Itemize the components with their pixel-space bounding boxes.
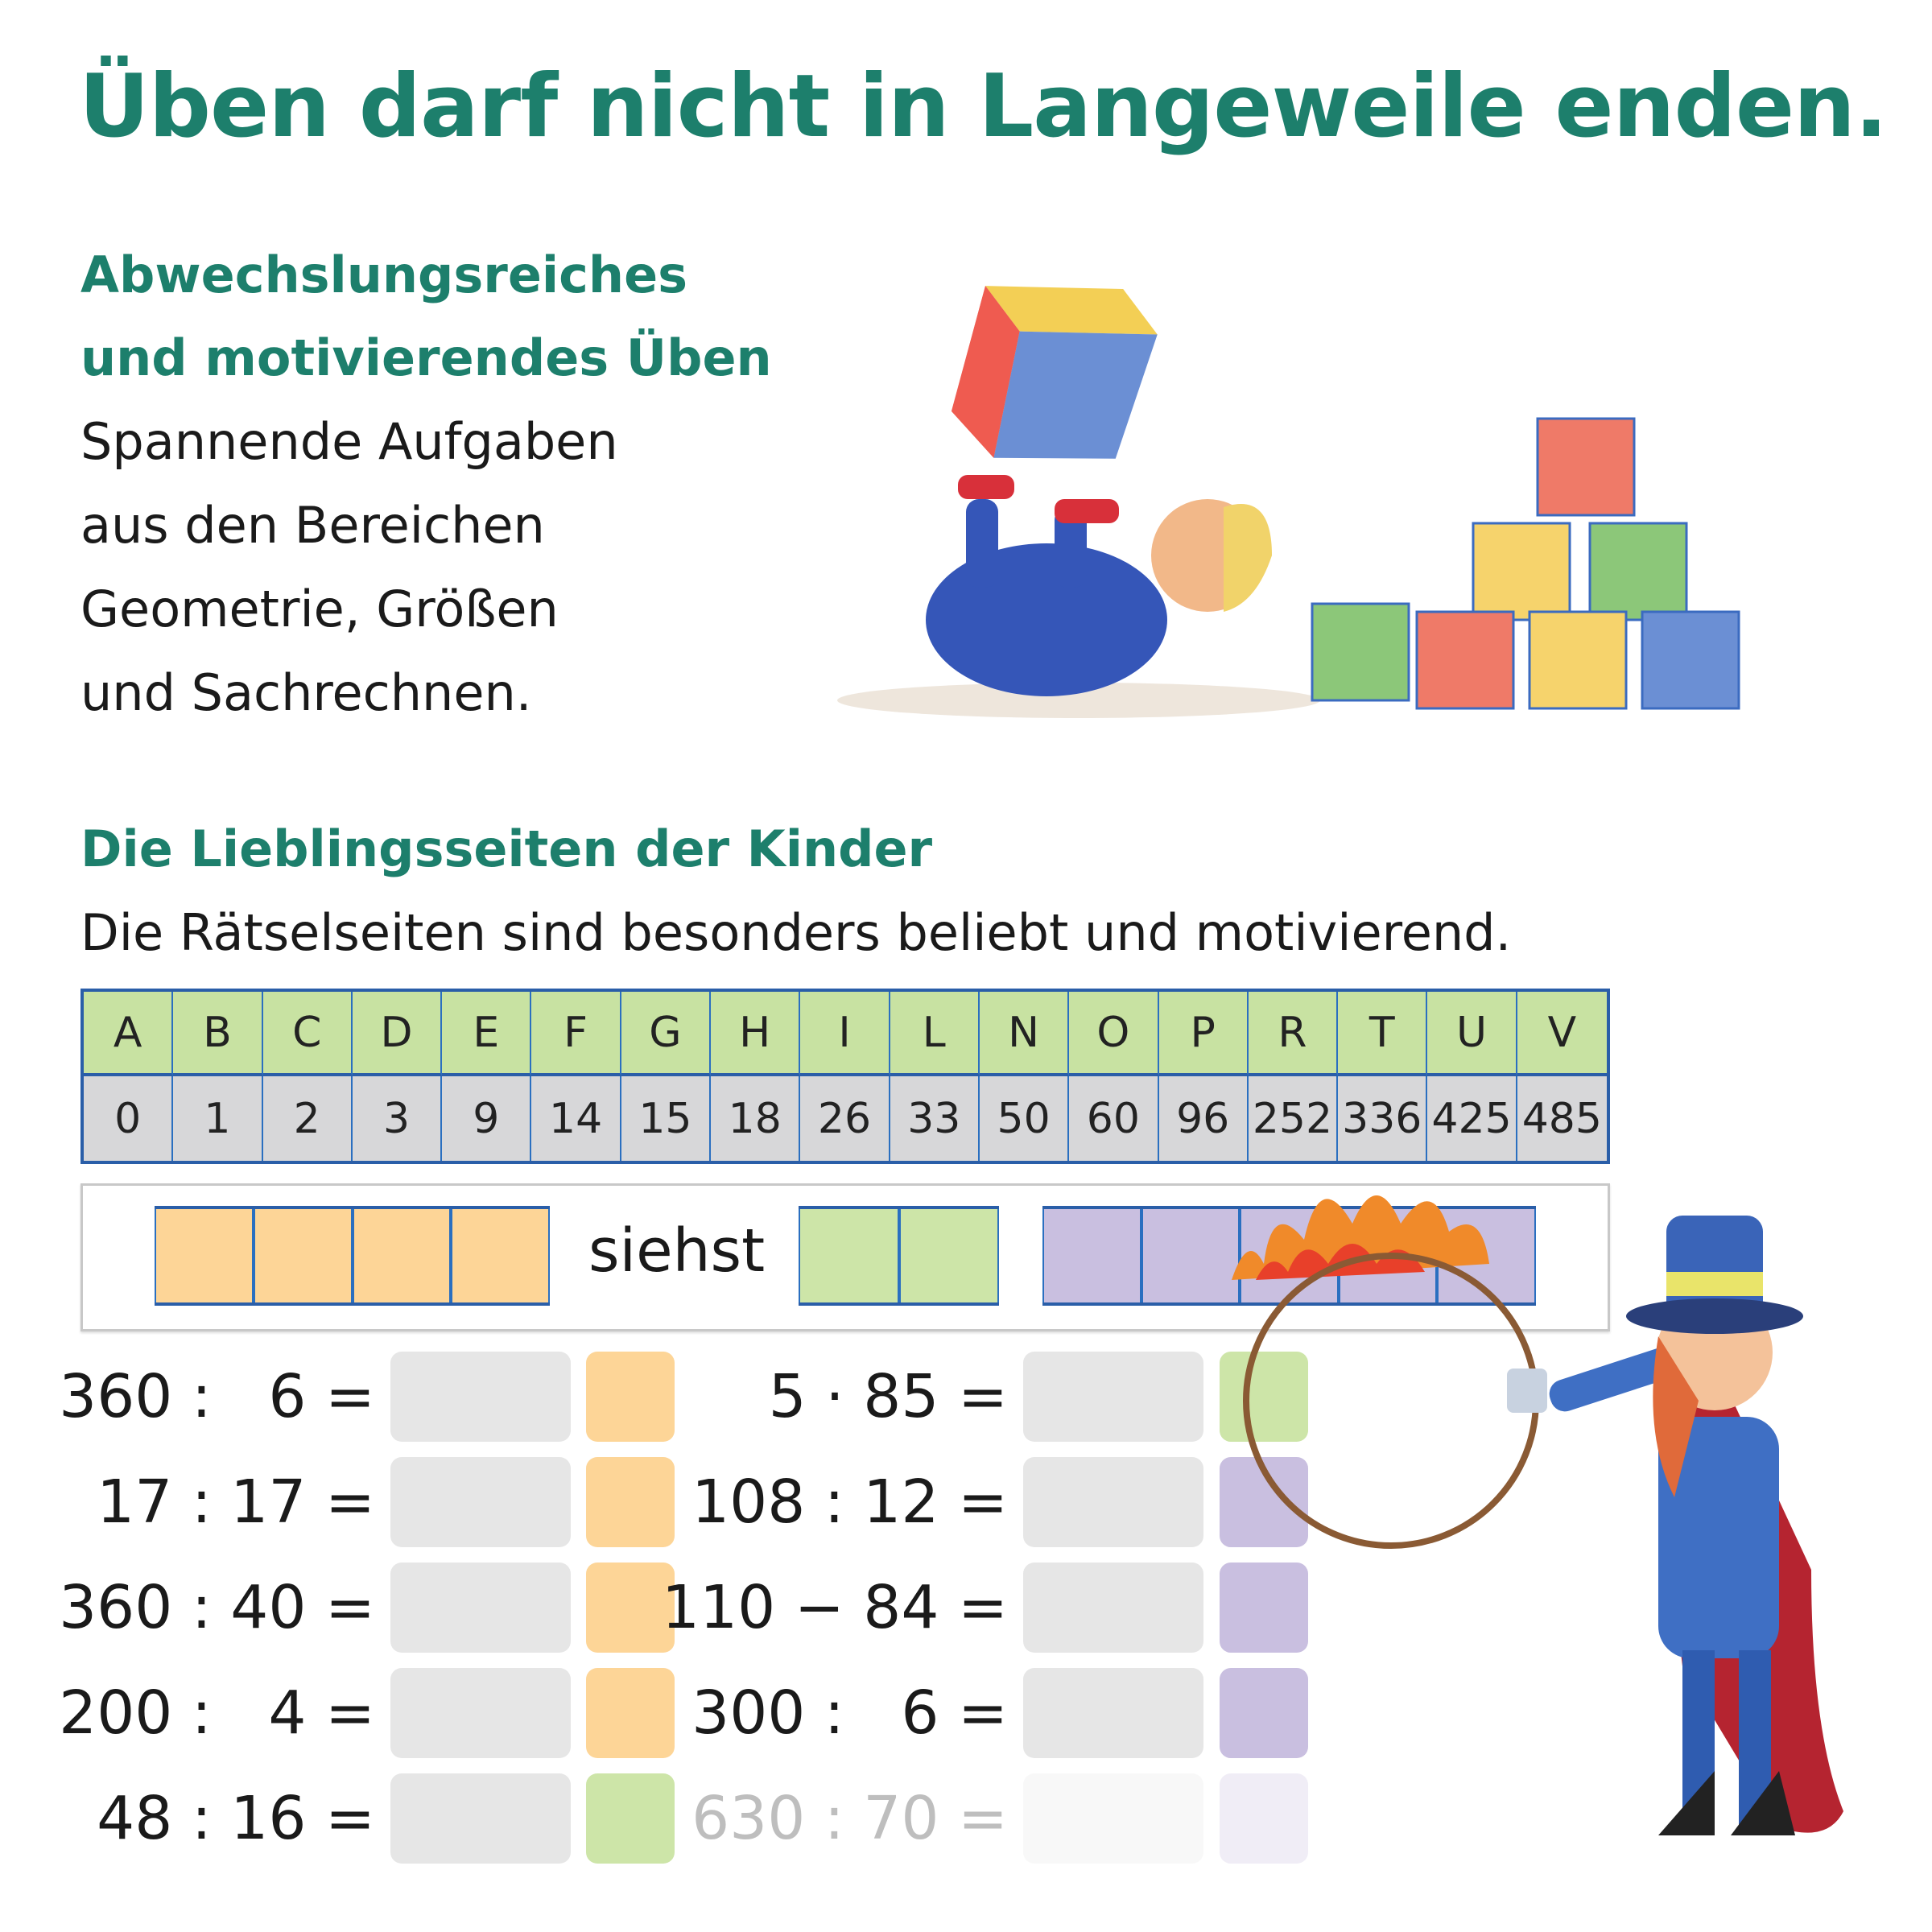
child (926, 475, 1272, 696)
equation-text: 17 : 17 = (97, 1468, 375, 1537)
code-letter-cell: U (1427, 992, 1517, 1076)
code-number-cell: 2 (262, 1076, 353, 1161)
code-letter-cell: C (262, 992, 353, 1076)
code-number-cell: 15 (621, 1076, 712, 1161)
letter-field-purple[interactable] (1220, 1563, 1308, 1653)
letter-field-orange[interactable] (586, 1563, 675, 1653)
puzzle-word: siehst (588, 1216, 766, 1286)
code-letter-cell: G (621, 992, 712, 1076)
word-puzzle-box: siehst (80, 1183, 1610, 1331)
section2-heading: Die Lieblingsseiten der Kinder (80, 819, 933, 878)
code-table: A B C D E F G H I L N O P R T U V 0 1 2 3 9 14 15 18 26 33 50 60 96 25… (80, 989, 1610, 1164)
code-number-cell: 1 (173, 1076, 263, 1161)
code-letter-cell: R (1248, 992, 1339, 1076)
answer-field[interactable] (1023, 1773, 1203, 1864)
answer-field[interactable] (390, 1352, 571, 1442)
block-pyramid (1311, 417, 1740, 710)
answer-field[interactable] (1023, 1563, 1203, 1653)
code-number-cell: 96 (1158, 1076, 1249, 1161)
letter-field-orange[interactable] (586, 1352, 675, 1442)
code-number-cell: 252 (1248, 1076, 1339, 1161)
code-number-cell: 485 (1517, 1076, 1607, 1161)
code-number-cell: 33 (890, 1076, 980, 1161)
section1-heading-line2: und motivierendes Üben (80, 328, 772, 387)
equation-text: 200 : 4 = (59, 1678, 375, 1748)
code-number-cell: 26 (800, 1076, 890, 1161)
falling-cube (951, 286, 1158, 459)
code-letter-cell: H (711, 992, 801, 1076)
letter-field-orange[interactable] (586, 1457, 675, 1547)
equation-text: 630 : 70 = (691, 1784, 1008, 1853)
answer-field[interactable] (390, 1563, 571, 1653)
equation-text: 110 − 84 = (662, 1573, 1008, 1642)
answer-field[interactable] (390, 1668, 571, 1758)
code-letter-cell: P (1158, 992, 1249, 1076)
section2-body: Die Rätselseiten sind besonders beliebt … (80, 903, 1512, 962)
section1-body-line2: aus den Bereichen (80, 496, 545, 555)
child-with-blocks-illustration (837, 286, 1740, 718)
code-number-cell: 18 (711, 1076, 801, 1161)
green-letter-slots (799, 1206, 999, 1306)
answer-field[interactable] (390, 1457, 571, 1547)
code-number-cell: 9 (442, 1076, 532, 1161)
code-letter-cell: O (1069, 992, 1159, 1076)
code-letter-cell: D (352, 992, 443, 1076)
letter-field-orange[interactable] (586, 1668, 675, 1758)
section1-body-line4: und Sachrechnen. (80, 663, 532, 722)
code-letter-cell: F (531, 992, 621, 1076)
letter-field-purple[interactable] (1220, 1668, 1308, 1758)
code-number-cell: 14 (531, 1076, 621, 1161)
letter-field-purple[interactable] (1220, 1773, 1308, 1864)
answer-field[interactable] (1023, 1352, 1203, 1442)
code-letter-cell: E (442, 992, 532, 1076)
code-letter-cell: T (1338, 992, 1428, 1076)
equation-text: 48 : 16 = (97, 1784, 375, 1853)
magician-with-fire-ring-illustration (1232, 1195, 1843, 1835)
answer-field[interactable] (1023, 1457, 1203, 1547)
section1-body-line1: Spannende Aufgaben (80, 412, 618, 471)
code-letter-cell: V (1517, 992, 1607, 1076)
answer-field[interactable] (390, 1773, 571, 1864)
code-letter-cell: L (890, 992, 980, 1076)
code-number-cell: 3 (352, 1076, 443, 1161)
code-letter-cell: A (84, 992, 174, 1076)
code-number-cell: 425 (1427, 1076, 1517, 1161)
section1-body-line3: Geometrie, Größen (80, 580, 559, 638)
equation-text: 360 : 40 = (59, 1573, 375, 1642)
page-title: Üben darf nicht in Langeweile enden. (79, 56, 1888, 157)
answer-field[interactable] (1023, 1668, 1203, 1758)
letter-field-green[interactable] (586, 1773, 675, 1864)
equation-text: 360 : 6 = (59, 1362, 375, 1431)
orange-letter-slots (155, 1206, 550, 1306)
code-number-cell: 60 (1069, 1076, 1159, 1161)
equation-text: 300 : 6 = (691, 1678, 1008, 1748)
equation-text: 5 · 85 = (768, 1362, 1008, 1431)
code-number-cell: 0 (84, 1076, 174, 1161)
code-number-cell: 50 (979, 1076, 1070, 1161)
letter-field-green[interactable] (1220, 1352, 1308, 1442)
equation-text: 108 : 12 = (691, 1468, 1008, 1537)
section1-heading-line1: Abwechslungsreiches (80, 246, 688, 304)
code-letter-cell: N (979, 992, 1070, 1076)
magician (1507, 1216, 1843, 1835)
code-letter-cell: I (800, 992, 890, 1076)
code-letter-cell: B (173, 992, 263, 1076)
code-number-cell: 336 (1338, 1076, 1428, 1161)
